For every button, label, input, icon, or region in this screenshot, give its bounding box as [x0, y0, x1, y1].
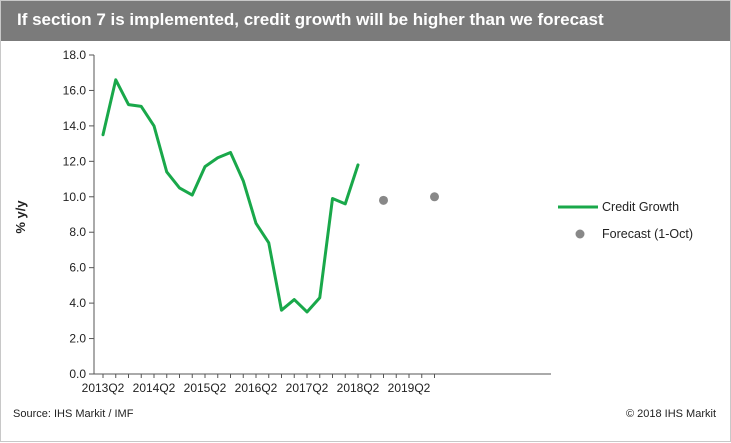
y-tick-label: 4.0 — [69, 296, 86, 310]
legend-forecast-label: Forecast (1-Oct) — [602, 227, 693, 241]
y-tick-label: 2.0 — [69, 332, 86, 346]
y-tick-label: 18.0 — [63, 48, 87, 62]
x-tick-label: 2016Q2 — [235, 381, 278, 395]
y-axis: 0.0 2.0 4.0 6.0 8.0 10.0 12.0 14.0 16.0 18.0 — [63, 48, 95, 381]
forecast-point — [379, 195, 388, 205]
y-tick-label: 10.0 — [63, 190, 87, 204]
copyright-note: © 2018 IHS Markit — [625, 408, 716, 420]
chart-title: If section 7 is implemented, credit grow… — [17, 10, 604, 29]
series-forecast — [379, 192, 439, 205]
x-tick-label: 2017Q2 — [286, 381, 329, 395]
y-tick-label: 8.0 — [69, 225, 86, 239]
legend: Credit Growth Forecast (1-Oct) — [558, 200, 693, 241]
x-tick-label: 2015Q2 — [184, 381, 227, 395]
forecast-point — [430, 192, 439, 202]
y-tick-label: 14.0 — [63, 119, 87, 133]
y-tick-label: 6.0 — [69, 261, 86, 275]
legend-credit-growth-label: Credit Growth — [602, 200, 679, 214]
x-tick-label: 2019Q2 — [388, 381, 431, 395]
title-bar: If section 7 is implemented, credit grow… — [1, 1, 730, 41]
source-note: Source: IHS Markit / IMF — [13, 408, 134, 420]
x-tick-label: 2014Q2 — [133, 381, 176, 395]
legend-forecast-swatch — [575, 229, 585, 239]
series-credit-growth — [101, 78, 360, 314]
y-tick-label: 16.0 — [63, 83, 87, 97]
x-tick-label: 2013Q2 — [82, 381, 125, 395]
x-tick-label: 2018Q2 — [337, 381, 380, 395]
y-tick-label: 0.0 — [69, 367, 86, 381]
x-axis: 2013Q2 2014Q2 2015Q2 2016Q2 2017Q2 2018Q2 2019… — [82, 373, 551, 395]
y-axis-label: % y/y — [13, 200, 28, 234]
credit-growth-line — [101, 78, 360, 314]
y-tick-label: 12.0 — [63, 154, 87, 168]
